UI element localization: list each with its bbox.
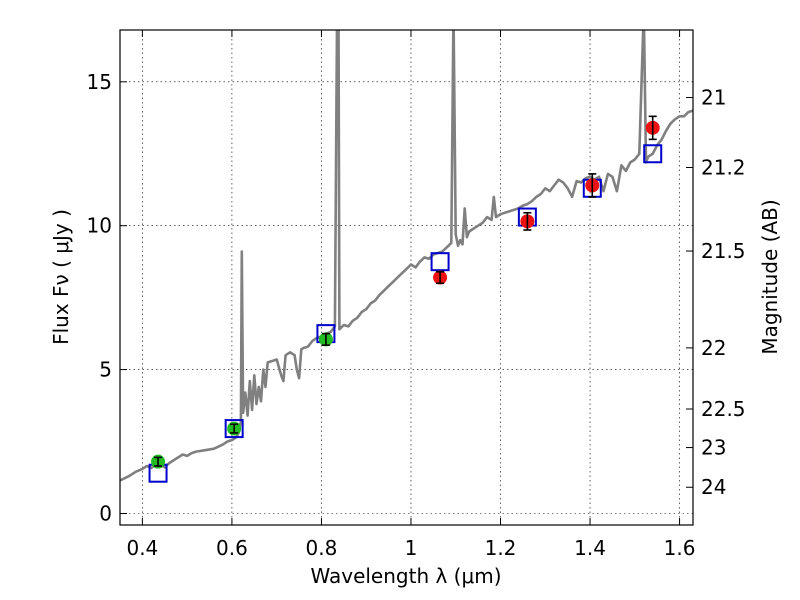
plot-frame	[119, 29, 694, 526]
right-tick-label: 21.5	[701, 239, 746, 263]
x-axis-label: Wavelength λ (μm)	[310, 564, 501, 588]
model_photometry-square-marker	[643, 144, 663, 164]
x-tick-label: 0.4	[126, 536, 158, 560]
x-tick-label: 0.8	[306, 536, 338, 560]
tick-layer: 0.4 0.6 0.8 1 1.2 1.4 1.6 0 5 10 15 21 21.2 21.5 22 22.…	[87, 30, 746, 560]
y-tick-label: 15	[87, 70, 112, 94]
x-tick-label: 0.6	[216, 536, 248, 560]
marker-layer	[148, 115, 663, 483]
x-tick-label: 1	[405, 536, 418, 560]
model_photometry-square-marker	[430, 252, 450, 272]
x-tick-label: 1.2	[485, 536, 517, 560]
y-tick-label: 0	[99, 501, 112, 525]
right-tick-label: 23	[701, 436, 726, 460]
y-tick-label: 10	[87, 214, 112, 238]
spectrum-layer	[120, 30, 693, 482]
right-tick-label: 21.2	[701, 155, 746, 179]
right-tick-label: 22	[701, 336, 726, 360]
right-tick-label: 24	[701, 475, 726, 499]
right-y-axis-label: Magnitude (AB)	[758, 199, 782, 354]
model-spectrum-line	[120, 30, 693, 482]
x-tick-label: 1.4	[574, 536, 606, 560]
grid-layer	[120, 30, 693, 525]
right-tick-label: 21	[701, 86, 726, 110]
right-tick-label: 22.5	[701, 397, 746, 421]
y-tick-label: 5	[99, 358, 112, 382]
model_photometry-square-marker	[224, 419, 244, 439]
x-tick-label: 1.6	[664, 536, 696, 560]
y-axis-label: Flux Fν ( μJy )	[49, 209, 73, 345]
